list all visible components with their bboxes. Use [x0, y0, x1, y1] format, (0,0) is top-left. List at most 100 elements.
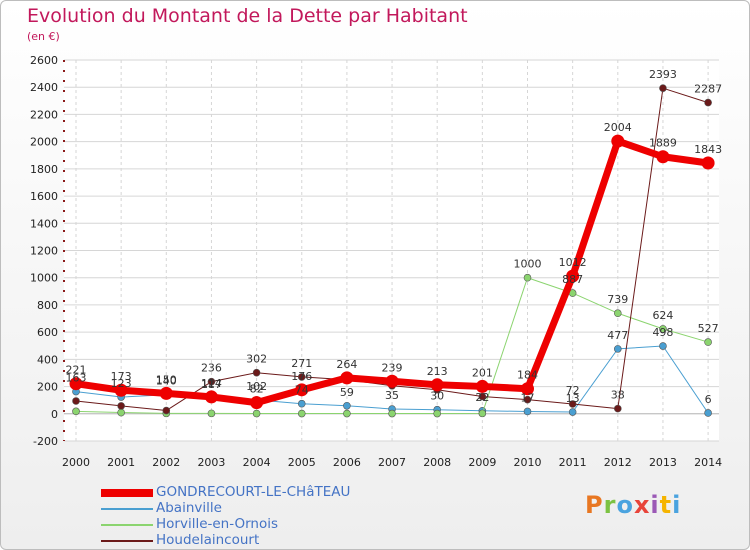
data-label: 140: [156, 375, 177, 388]
data-label: 213: [427, 365, 448, 378]
series-point-3: [72, 397, 80, 405]
proxiti-logo: Proxiti: [585, 491, 682, 519]
legend-label: Houdelaincourt: [156, 532, 260, 548]
legend-label: GONDRECOURT-LE-CHâTEAU: [156, 484, 351, 500]
data-label: 1000: [514, 258, 542, 271]
series-point-3: [704, 98, 712, 107]
data-label: 82: [250, 383, 264, 396]
series-point-2: [297, 409, 306, 418]
data-label: 264: [336, 358, 357, 371]
y-tick-label: 800: [37, 299, 58, 312]
series-point-2: [704, 338, 712, 346]
series-point-0: [611, 134, 625, 148]
series-point-2: [207, 409, 216, 418]
x-tick-label: 2012: [604, 456, 632, 469]
series-point-1: [568, 408, 577, 416]
series-point-3: [568, 400, 577, 408]
data-label: 498: [652, 326, 673, 339]
data-label: 2287: [694, 83, 722, 96]
data-label: 35: [385, 389, 399, 402]
data-label: 123: [111, 377, 132, 390]
series-point-0: [159, 386, 173, 400]
legend-swatch: [101, 524, 153, 526]
y-tick-label: 1200: [30, 245, 58, 258]
data-label: 102: [246, 380, 267, 393]
data-label: 6: [705, 393, 712, 406]
y-tick-label: 2400: [30, 81, 58, 94]
y-tick-label: 600: [37, 326, 58, 339]
data-label: 74: [295, 384, 309, 397]
series-point-0: [656, 150, 670, 164]
series-point-3: [297, 373, 306, 381]
data-label: 2393: [649, 68, 677, 81]
x-tick-label: 2013: [649, 456, 677, 469]
data-label: 72: [566, 384, 580, 397]
data-label: 221: [66, 364, 87, 377]
series-point-0: [701, 156, 715, 170]
series-point-0: [340, 371, 354, 385]
series-point-2: [72, 407, 80, 416]
series-point-0: [566, 269, 580, 283]
y-tick-label: 2200: [30, 108, 58, 121]
data-label: 239: [382, 361, 403, 374]
series-point-2: [117, 408, 125, 417]
series-point-0: [475, 379, 489, 393]
x-tick-label: 2008: [423, 456, 451, 469]
x-tick-label: 2000: [62, 456, 90, 469]
x-tick-label: 2005: [288, 456, 316, 469]
series-point-1: [343, 401, 351, 410]
series-point-3: [659, 84, 667, 92]
data-label: 117: [201, 378, 222, 391]
x-tick-label: 2001: [107, 456, 135, 469]
legend-label: Abainville: [156, 500, 222, 516]
data-label: 22: [475, 391, 489, 404]
legend-swatch: [101, 489, 153, 497]
data-label: 887: [562, 273, 583, 286]
x-tick-label: 2002: [152, 456, 180, 469]
y-tick-label: 1400: [30, 217, 58, 230]
x-tick-label: 2004: [243, 456, 271, 469]
series-point-2: [478, 409, 487, 418]
series-point-2: [659, 325, 667, 333]
x-tick-label: 2006: [333, 456, 361, 469]
data-label: 527: [698, 322, 719, 335]
data-label: 624: [652, 309, 673, 322]
series-point-3: [478, 392, 487, 401]
y-tick-label: 1800: [30, 163, 58, 176]
data-label: 1889: [649, 137, 677, 150]
series-point-3: [613, 404, 622, 413]
x-tick-label: 2014: [694, 456, 722, 469]
data-label: 59: [340, 386, 354, 399]
data-label: 302: [246, 353, 267, 366]
series-point-2: [433, 409, 442, 418]
data-label: 477: [607, 329, 628, 342]
data-label: 271: [291, 357, 312, 370]
data-label: 236: [201, 362, 222, 375]
data-label: 163: [66, 372, 87, 385]
series-point-0: [385, 374, 399, 388]
series-point-2: [613, 309, 622, 318]
series-point-3: [117, 402, 125, 410]
legend-label: Horville-en-Ornois: [156, 516, 279, 532]
series-point-0: [250, 396, 264, 410]
y-tick-label: 2600: [30, 54, 58, 67]
data-label: 124: [201, 377, 222, 390]
y-tick-label: 0: [51, 408, 58, 421]
data-label: 38: [611, 389, 625, 402]
series-point-2: [343, 409, 351, 418]
data-label: 30: [430, 390, 444, 403]
data-label: 150: [156, 373, 177, 386]
series-point-0: [295, 383, 309, 397]
series-point-0: [521, 382, 534, 396]
chart-title: Evolution du Montant de la Dette par Hab…: [27, 5, 468, 27]
series-point-2: [388, 409, 396, 418]
data-label: 17: [521, 391, 535, 404]
series-point-0: [204, 390, 218, 404]
x-tick-label: 2009: [468, 456, 496, 469]
data-label: 739: [607, 293, 628, 306]
series-point-1: [297, 399, 306, 408]
series-point-3: [207, 377, 216, 386]
y-tick-label: 200: [37, 381, 58, 394]
